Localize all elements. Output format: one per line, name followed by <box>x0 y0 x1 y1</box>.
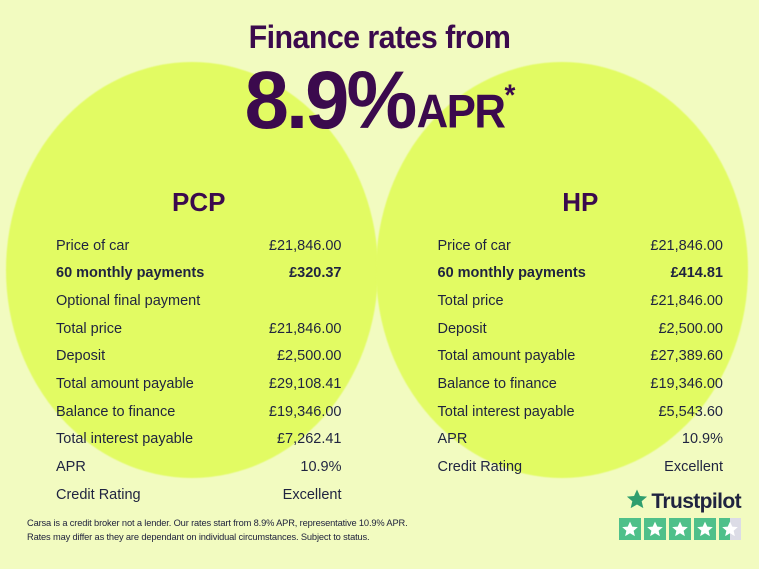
plan-rows-hp: Price of car £21,846.00 60 monthly payment… <box>438 232 724 481</box>
asterisk-marker: * <box>504 79 515 113</box>
row-label: Optional final payment <box>56 292 201 309</box>
row-label: 60 monthly payments <box>437 265 586 282</box>
table-row: Deposit £2,500.00 <box>438 315 724 343</box>
row-label: Deposit <box>437 320 487 337</box>
row-value: £21,846.00 <box>268 320 342 337</box>
table-row: Total amount payable £29,108.41 <box>56 370 342 398</box>
row-value: £19,346.00 <box>650 376 723 393</box>
table-row: APR 10.9% <box>438 426 724 454</box>
table-row: 60 monthly payments £320.37 <box>56 260 342 288</box>
table-row: Deposit £2,500.00 <box>56 343 342 371</box>
row-label: APR <box>56 459 86 476</box>
table-row: Total price £21,846.00 <box>438 287 724 315</box>
plan-title-pcp: PCP <box>172 187 226 217</box>
trustpilot-badge[interactable]: Trustpilot <box>619 488 742 540</box>
table-row: Total amount payable £27,389.60 <box>438 343 724 371</box>
rating-star <box>719 518 741 540</box>
row-label: Balance to finance <box>56 403 176 420</box>
row-label: Total price <box>437 292 504 309</box>
table-row: Price of car £21,846.00 <box>56 232 342 260</box>
row-label: Price of car <box>56 237 130 254</box>
row-value: £320.37 <box>289 265 342 282</box>
star-icon <box>647 521 663 537</box>
plan-rows-pcp: Price of car £21,846.00 60 monthly payment… <box>56 232 342 509</box>
rate-unit-text: APR <box>416 85 505 138</box>
table-row: Balance to finance £19,346.00 <box>56 398 342 426</box>
row-label: 60 monthly payments <box>56 265 205 282</box>
rate-headline: 8.9%APR* <box>0 53 759 142</box>
plan-comparison: PCP Price of car £21,846.00 60 monthly pay… <box>0 189 759 509</box>
row-label: Total amount payable <box>437 348 576 365</box>
row-value: Excellent <box>282 486 342 503</box>
star-icon <box>672 521 688 537</box>
row-label: Total amount payable <box>56 376 194 393</box>
rating-star <box>669 518 691 540</box>
row-label: Total interest payable <box>437 403 575 420</box>
table-row: 60 monthly payments £414.81 <box>438 260 724 288</box>
table-row: Total price £21,846.00 <box>56 315 342 343</box>
row-label: Price of car <box>437 237 511 254</box>
row-value: £7,262.41 <box>276 431 342 448</box>
star-icon <box>697 521 713 537</box>
table-row: Price of car £21,846.00 <box>438 232 724 260</box>
table-row: Credit Rating Excellent <box>56 481 342 509</box>
table-row: Balance to finance £19,346.00 <box>438 370 724 398</box>
star-icon <box>622 521 638 537</box>
row-value: £2,500.00 <box>658 320 723 337</box>
disclaimer: Carsa is a credit broker not a lender. O… <box>27 516 447 545</box>
row-value: Excellent <box>664 459 723 476</box>
row-value: £414.81 <box>670 265 723 282</box>
trustpilot-name: Trustpilot <box>651 489 741 513</box>
rate-unit: APR* <box>416 81 515 138</box>
plan-card-hp: HP Price of car £21,846.00 60 monthly paym… <box>380 189 759 509</box>
star-icon <box>626 488 648 515</box>
rating-star <box>644 518 666 540</box>
plan-title-hp: HP <box>562 187 599 217</box>
background-circle-right <box>376 62 748 478</box>
row-value: £5,543.60 <box>658 403 723 420</box>
row-value: 10.9% <box>681 431 723 448</box>
star-icon <box>722 521 738 537</box>
row-label: Total interest payable <box>56 431 194 448</box>
plan-card-pcp: PCP Price of car £21,846.00 60 monthly pay… <box>0 189 380 509</box>
background-circle-left <box>6 62 378 478</box>
row-value: £21,846.00 <box>650 237 723 254</box>
row-value: 10.9% <box>300 459 342 476</box>
rating-star <box>619 518 641 540</box>
table-row: APR 10.9% <box>56 454 342 482</box>
row-label: Credit Rating <box>437 459 523 476</box>
table-row: Total interest payable £7,262.41 <box>56 426 342 454</box>
disclaimer-line-2: Rates may differ as they are dependant o… <box>27 532 370 543</box>
page-title: Finance rates from <box>248 19 511 55</box>
row-value: £21,846.00 <box>650 292 723 309</box>
table-row: Credit Rating Excellent <box>438 454 724 482</box>
trustpilot-rating-stars <box>619 518 741 540</box>
table-row: Optional final payment <box>56 287 342 315</box>
row-value: £19,346.00 <box>268 403 342 420</box>
row-label: Deposit <box>56 348 106 365</box>
rating-star <box>694 518 716 540</box>
row-label: Total price <box>56 320 123 337</box>
header: Finance rates from 8.9%APR* <box>0 0 759 142</box>
table-row: Total interest payable £5,543.60 <box>438 398 724 426</box>
disclaimer-line-1: Carsa is a credit broker not a lender. O… <box>27 518 408 528</box>
trustpilot-wordmark: Trustpilot <box>619 488 742 515</box>
row-value: £27,389.60 <box>650 348 723 365</box>
row-value: £2,500.00 <box>276 348 342 365</box>
row-value: £21,846.00 <box>268 237 342 254</box>
row-label: Balance to finance <box>437 376 557 393</box>
row-label: APR <box>437 431 468 448</box>
row-value: £29,108.41 <box>268 376 342 393</box>
row-label: Credit Rating <box>56 486 141 503</box>
rate-value: 8.9% <box>244 55 417 146</box>
